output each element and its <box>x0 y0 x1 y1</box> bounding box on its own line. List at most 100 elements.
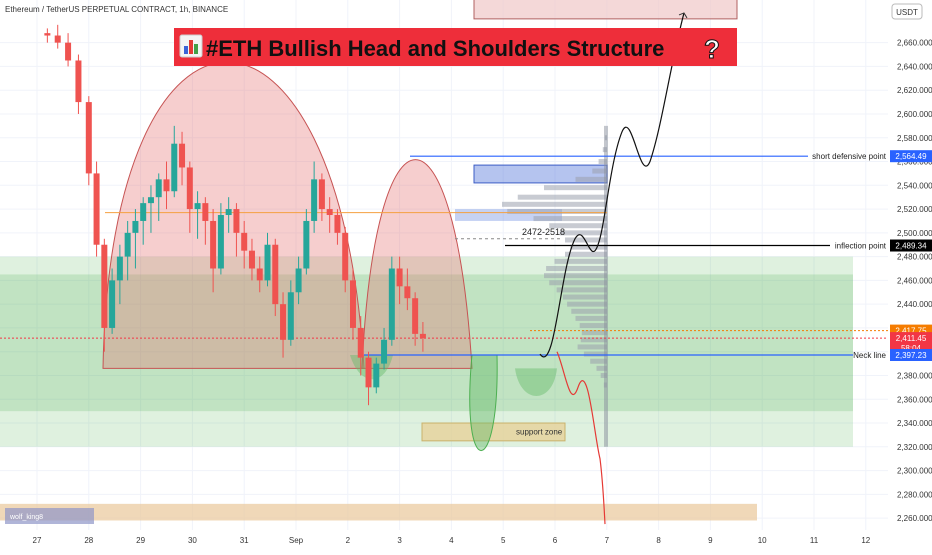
volume-bar <box>544 273 607 279</box>
head-green-cup <box>469 354 498 452</box>
candle-body <box>54 35 61 43</box>
price-axis-background <box>888 0 932 550</box>
support-zone-label: support zone <box>516 427 563 436</box>
volume-bar <box>581 330 607 336</box>
time-tick-label: 27 <box>33 536 42 545</box>
time-axis[interactable]: 27 28 29 30 31 Sep 2 3 4 5 6 7 8 9 10 11 12 <box>0 530 888 550</box>
time-tick-label: 3 <box>397 536 402 545</box>
volume-bar <box>502 201 607 207</box>
plot-background <box>0 0 888 530</box>
volume-bar <box>579 323 607 329</box>
candle-body <box>155 179 162 198</box>
candle-body <box>186 167 193 210</box>
candle-body <box>109 280 116 328</box>
candle-body <box>194 203 201 210</box>
watermark-text: wolf_king8 <box>9 514 43 521</box>
price-tick-label: 2,540.000 <box>897 181 932 190</box>
price-tick-label: 2,280.000 <box>897 490 932 499</box>
projection-arrow-icon <box>678 12 688 19</box>
neck-line-label: Neck line <box>853 351 886 360</box>
candle-body <box>303 220 310 269</box>
price-label-text: 2,417.75 <box>895 327 927 336</box>
volume-bar <box>507 208 607 214</box>
price-tick-label: 2,500.000 <box>897 229 932 238</box>
currency-button[interactable]: USDT <box>891 3 923 20</box>
time-axis-background <box>0 530 888 550</box>
volume-bar <box>562 294 607 300</box>
bottom-zone-box <box>0 503 757 521</box>
price-tick-label: 2,340.000 <box>897 419 932 428</box>
price-tick-label: 2,440.000 <box>897 300 932 309</box>
zones <box>0 0 853 521</box>
price-tick-label: 2,660.000 <box>897 39 932 48</box>
volume-bar <box>596 365 607 371</box>
candle-body <box>65 42 72 61</box>
candle-body <box>132 220 139 233</box>
volume-bar <box>577 344 607 350</box>
title-text: #ETH Bullish Head and Shoulders Structur… <box>206 36 664 61</box>
candle-body <box>280 304 287 340</box>
short-defensive-label: short defensive point <box>812 152 887 161</box>
time-tick-label: 6 <box>553 536 558 545</box>
volume-bar <box>592 168 607 174</box>
candle-body <box>171 143 178 192</box>
time-tick-label: 8 <box>656 536 661 545</box>
volume-bar <box>549 280 607 286</box>
projection <box>539 12 688 525</box>
candle-body <box>147 197 154 204</box>
price-axis[interactable]: 2,260.000 2,280.000 2,300.000 2,320.000 2,34… <box>888 0 932 550</box>
price-label-neck-line <box>890 348 932 361</box>
candle-body <box>233 209 240 233</box>
price-label-inflection <box>890 239 932 252</box>
watermark-badge <box>5 508 94 524</box>
candle-body <box>419 333 426 339</box>
candle-body <box>217 215 224 269</box>
time-tick-label: 28 <box>84 536 93 545</box>
candle-body <box>381 339 388 364</box>
candle-body <box>349 280 356 328</box>
volume-bar <box>583 351 607 357</box>
volume-bar <box>556 287 607 293</box>
volume-bar <box>565 251 607 257</box>
time-tick-label: 9 <box>708 536 713 545</box>
candle-body <box>116 256 123 281</box>
candle-body <box>264 244 271 281</box>
green-zone <box>0 274 853 412</box>
candle-body <box>388 268 395 340</box>
volume-bar <box>565 237 607 243</box>
candle-body <box>256 268 263 281</box>
candle-body <box>373 363 380 388</box>
candle-body <box>75 60 82 103</box>
bar-chart-icon <box>179 34 203 58</box>
time-tick-label: 12 <box>861 536 870 545</box>
candle-body <box>287 292 294 340</box>
price-tick-label: 2,260.000 <box>897 514 932 523</box>
title-background <box>174 28 737 66</box>
price-label-short-defensive <box>890 150 932 163</box>
volume-bar <box>559 230 607 236</box>
candle-body <box>365 357 372 388</box>
candle-body <box>318 179 325 210</box>
candlesticks <box>44 24 426 406</box>
time-tick-label: 11 <box>810 536 819 545</box>
price-tick-label: 2,460.000 <box>897 276 932 285</box>
volume-bar <box>571 308 607 314</box>
price-label-text: 2,564.49 <box>895 152 927 161</box>
right-green-cup <box>515 368 557 396</box>
candle-body <box>412 298 419 334</box>
price-tick-label: 2,380.000 <box>897 371 932 380</box>
price-label-text: 2,489.34 <box>895 242 927 251</box>
currency-label: USDT <box>896 8 918 17</box>
candle-body <box>140 203 147 221</box>
volume-bar <box>575 176 607 182</box>
candle-body <box>311 179 318 221</box>
candle-body <box>225 209 232 216</box>
candle-body <box>93 173 100 245</box>
volume-axis-bar <box>604 125 608 447</box>
price-tick-label: 2,360.000 <box>897 395 932 404</box>
volume-bar <box>567 301 607 307</box>
volume-bar <box>598 159 607 165</box>
price-tick-label: 2,520.000 <box>897 205 932 214</box>
